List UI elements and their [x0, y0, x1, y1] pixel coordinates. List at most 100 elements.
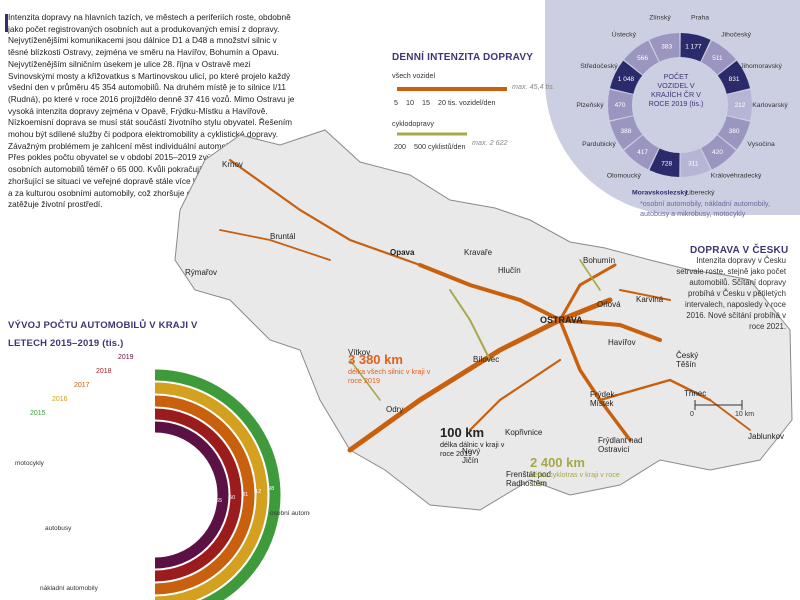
- donut-region-label: Olomoucký: [607, 172, 642, 179]
- donut-segment: [717, 60, 751, 94]
- region-footnote: *osobní automobily, nákladní automobily,…: [640, 199, 770, 218]
- donut-region-label: Královéhradecký: [711, 172, 762, 179]
- donut-value: 831: [729, 76, 740, 83]
- cars-value-label: 550: [226, 495, 235, 501]
- cars-value-label: 498: [265, 486, 274, 492]
- scale-bar: [694, 400, 743, 410]
- donut-value: 728: [661, 160, 672, 167]
- donut-value: 420: [712, 149, 723, 156]
- donut-value: 311: [688, 160, 699, 167]
- cars-value-label: 512: [252, 489, 261, 495]
- map-area: [174, 129, 793, 511]
- donut-value: 417: [637, 149, 648, 156]
- donut-segment: [649, 148, 680, 177]
- cars-year-label: 2016: [52, 396, 68, 403]
- donut-region-label: Zlínský: [649, 14, 671, 21]
- donut-region-label: Karlovarský: [752, 102, 788, 109]
- donut-segment: [608, 89, 634, 121]
- city-ostrava: OSTRAVA: [540, 315, 583, 325]
- cars-year-label: 2017: [74, 382, 90, 389]
- donut-segment: [726, 89, 752, 121]
- donut-value: 1 177: [685, 44, 702, 51]
- road-frydek-trinec: [598, 378, 712, 402]
- donut-segment: [680, 33, 711, 62]
- donut-region-label: Ústecký: [612, 30, 637, 39]
- donut-segment: [624, 135, 659, 170]
- stat-bike-cap: délka cyklotras v kraji v roce 2019: [530, 470, 620, 488]
- city-novy-jicin: Nový Jičín: [462, 447, 481, 465]
- stat-roads: 3 380 km délka všech silnic v kraji v ro…: [348, 352, 438, 385]
- road-opava-ostrava: [418, 263, 562, 322]
- city-odry: Odry: [386, 405, 404, 414]
- stat-highways-cap: délka dálnic v kraji v roce 2019: [440, 440, 505, 458]
- legend-all-max: max. 45,4 tis.: [512, 82, 555, 91]
- donut-region-label: Vysočina: [747, 141, 775, 148]
- legend-all-swatch: [397, 87, 507, 91]
- legend-tick: 20 tis. vozidel/den: [438, 98, 496, 107]
- city-frydlant: Frýdlant nad Ostravicí: [598, 436, 643, 454]
- road-ostrava-frydek: [558, 318, 632, 442]
- city-havirov: Havířov: [608, 338, 636, 347]
- road-karvina: [619, 289, 671, 301]
- cars-arc-2017: [154, 395, 255, 595]
- bike-route-3: [349, 359, 381, 401]
- legend-tick: 500 cyklistů/den: [414, 142, 466, 151]
- city-vitkov: Vítkov: [348, 348, 371, 357]
- city-bruntal: Bruntál: [270, 232, 296, 241]
- legend-tick: 15: [422, 98, 430, 107]
- legend-title: DENNÍ INTENZITA DOPRAVY: [392, 52, 534, 63]
- stat-highways: 100 km délka dálnic v kraji v roce 2019: [440, 425, 520, 458]
- donut-value: 388: [621, 128, 632, 135]
- city-krnov: Krnov: [222, 160, 243, 169]
- donut-region-label: Jihomoravský: [740, 63, 782, 70]
- donut-segment: [717, 116, 751, 150]
- cars-chord-chart: 2015 498 2016 512 2017 531 2018 550 2019 565 motoc…: [15, 354, 310, 600]
- legend-bike-swatch: [397, 132, 467, 136]
- legend-all-ticks: 5 10 15 20 tis. vozidel/den: [394, 98, 562, 107]
- donut-segment: [624, 40, 659, 75]
- donut-region-label: Liberecký: [685, 190, 715, 197]
- donut-value: 212: [735, 102, 746, 109]
- donut-value: 470: [615, 102, 626, 109]
- doprava-cesko-title: DOPRAVA V ČESKU: [690, 240, 788, 258]
- legend-bike-label: cyklodopravy: [392, 119, 434, 128]
- road-main-d1: [347, 297, 613, 453]
- scale-zero: 0: [690, 411, 694, 418]
- donut-region-label: Středočeský: [580, 63, 618, 70]
- cars-category-label: autobusy: [45, 525, 72, 532]
- cars-year-label: 2015: [30, 410, 46, 417]
- intro-text-block: Intenzita dopravy na hlavních tazích, ve…: [5, 12, 298, 211]
- city-trinec: Třinec: [684, 389, 707, 398]
- donut-region-label: Plzeňský: [576, 102, 604, 109]
- cars-arc-2019: [154, 421, 229, 569]
- donut-segment: [701, 135, 736, 170]
- stat-roads-cap: délka všech silnic v kraji v roce 2019: [348, 367, 431, 385]
- city-koprivnice: Kopřivnice: [505, 428, 543, 437]
- intro-paragraph: Intenzita dopravy na hlavních tazích, ve…: [8, 12, 298, 210]
- legend-bike-max: max. 2 622: [472, 138, 508, 147]
- city-jablunkov: Jablunkov: [748, 432, 785, 441]
- donut-region-label: Jihočeský: [721, 32, 751, 39]
- legend-tick: 5: [394, 98, 398, 107]
- cars-year-label: 2018: [96, 368, 112, 375]
- city-orlova: Orlová: [597, 300, 621, 309]
- cars-year-label: 2019: [118, 354, 134, 361]
- donut-segment: [609, 60, 643, 94]
- cars-category-label: nákladní automobily: [40, 585, 99, 592]
- road-ostrava-bohumin: [558, 263, 617, 322]
- donut-value: 380: [729, 128, 740, 135]
- donut-value: 383: [661, 44, 672, 51]
- donut-value: 566: [637, 55, 648, 62]
- city-kravare: Kravaře: [464, 248, 493, 257]
- stat-bike-num: 2 400 km: [530, 455, 585, 470]
- bike-route-2: [579, 259, 601, 291]
- cars-chart-title-text: VÝVOJ POČTU AUTOMOBILŮ V KRAJI V LETECH …: [8, 320, 198, 349]
- legend-all-label: všech vozidel: [392, 71, 436, 80]
- donut-segment: [649, 33, 680, 62]
- doprava-cesko-text: Intenzita dopravy v Česku setrvale roste…: [676, 256, 786, 331]
- city-frydek-mistek: Frýdek-Místek: [590, 390, 618, 408]
- donut-region-label: Praha: [691, 14, 709, 21]
- donut-region-label: Moravskoslezský: [632, 190, 688, 197]
- city-karvina: Karviná: [636, 295, 664, 304]
- city-frenstat: Frenštát pod Radhoštěm: [506, 470, 551, 488]
